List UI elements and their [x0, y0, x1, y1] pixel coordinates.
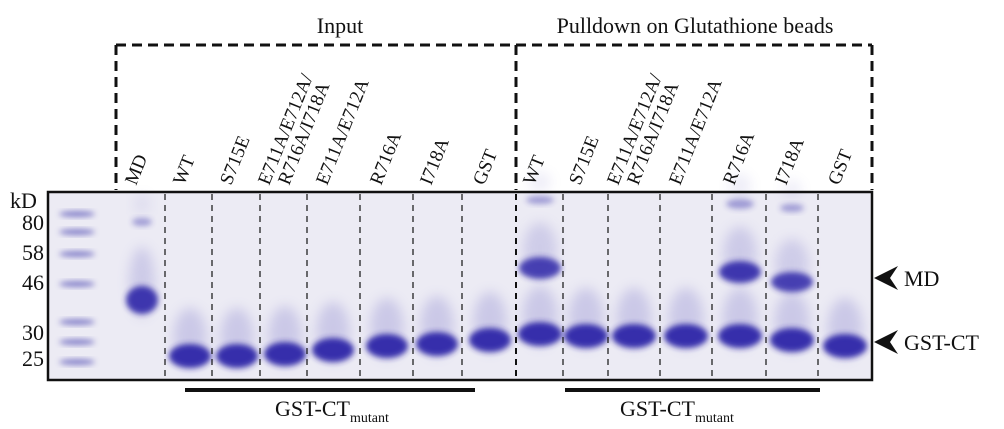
ladder-band: [59, 359, 95, 365]
lane-label: I718A: [416, 135, 454, 188]
gel-figure: Input Pulldown on Glutathione beads GST-…: [0, 0, 1004, 429]
ladder-band: [59, 281, 95, 287]
ladder-band: [59, 229, 95, 235]
lane-label: R716A: [719, 129, 759, 188]
lane-label: R716A: [366, 129, 406, 188]
marker-label: 58: [22, 240, 44, 265]
band: [518, 322, 562, 346]
ladder-band: [59, 339, 95, 345]
arrowhead: [874, 266, 898, 290]
band: [664, 324, 708, 348]
lane-label: GST: [824, 146, 857, 188]
ladder-band: [59, 211, 95, 217]
band: [526, 196, 554, 204]
band: [469, 328, 511, 352]
lane-label: I718A: [771, 135, 809, 188]
band: [771, 272, 813, 292]
band: [264, 342, 306, 366]
lane-label: GST: [469, 146, 502, 188]
band: [719, 261, 761, 283]
band: [132, 218, 152, 226]
lane-label: S715E: [216, 133, 254, 188]
group-label: Pulldown on Glutathione beads: [557, 13, 834, 38]
arrowhead: [874, 330, 898, 354]
band: [519, 257, 561, 279]
bar-main: GST-CT: [275, 396, 351, 421]
band: [823, 334, 867, 358]
band: [612, 324, 656, 348]
lane-label: S715E: [565, 133, 603, 188]
bar-label: GST-CTmutant: [620, 396, 734, 426]
marker-label: 25: [22, 346, 44, 371]
lane-label: MD: [121, 152, 152, 188]
band: [416, 332, 458, 356]
group-label: Input: [317, 13, 363, 38]
marker-label: 46: [22, 270, 44, 295]
ladder-band: [59, 319, 95, 325]
bar-label: GST-CTmutant: [275, 396, 389, 426]
band: [770, 328, 814, 352]
band: [564, 324, 608, 348]
lane-label: WT: [169, 152, 200, 188]
arrow-label: MD: [904, 266, 939, 291]
arrow-label: GST-CT: [904, 330, 980, 355]
bar-main: GST-CT: [620, 396, 696, 421]
band: [726, 199, 754, 209]
bar-sub: mutant: [695, 411, 734, 426]
ladder-band: [59, 251, 95, 257]
band: [780, 204, 804, 212]
band: [169, 344, 211, 368]
bar-sub: mutant: [350, 411, 389, 426]
band: [216, 344, 258, 368]
band: [312, 338, 354, 362]
smear: [134, 194, 150, 214]
band: [126, 286, 158, 314]
band: [366, 334, 408, 358]
band: [718, 324, 762, 348]
marker-label: 80: [22, 210, 44, 235]
marker-label: 30: [22, 320, 44, 345]
